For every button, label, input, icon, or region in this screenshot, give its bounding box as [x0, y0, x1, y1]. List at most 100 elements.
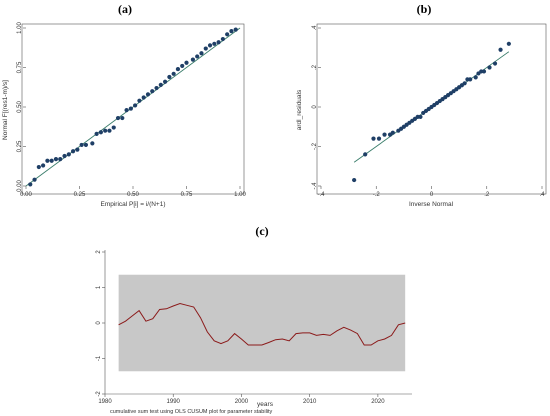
panel-a-xlabel: Empirical P[i] = i/(N+1) — [100, 201, 165, 208]
a-data-point — [154, 85, 159, 91]
a-x-tick-label: 0.75 — [181, 192, 193, 198]
a-data-point — [75, 147, 80, 152]
a-data-point — [190, 57, 196, 62]
a-data-point — [32, 177, 37, 182]
b-y-tick-label: .4 — [312, 25, 318, 31]
c-x-tick-label: 1980 — [98, 399, 112, 405]
a-y-tick-label: 1.00 — [17, 22, 23, 34]
panel-c-cusum-plot: (c) -2 -1 0 1 2 1980 1990 2000 2010 2020 years c… — [96, 224, 412, 415]
panel-b-xlabel: Inverse Normal — [409, 201, 454, 208]
b-y-tick-label: 0 — [312, 105, 318, 109]
c-y-tick-label: 0 — [96, 321, 102, 325]
panel-c-caption: cumulative sum test using OLS CUSUM plot… — [110, 409, 273, 415]
a-data-point — [220, 36, 225, 42]
a-data-point — [120, 115, 125, 121]
a-data-point — [216, 40, 221, 45]
a-data-point — [184, 60, 189, 65]
a-data-point — [167, 74, 172, 80]
a-x-tick-label: 0.00 — [20, 192, 32, 198]
c-x-tick-label: 2010 — [303, 399, 317, 405]
b-data-point — [468, 77, 473, 82]
b-data-point — [390, 130, 395, 135]
a-data-point — [107, 128, 112, 133]
a-data-point — [175, 66, 181, 72]
a-data-point — [28, 182, 33, 187]
a-data-point — [158, 82, 163, 87]
b-data-point — [418, 114, 423, 119]
a-x-tick-label: 0.25 — [74, 192, 86, 198]
a-data-point — [133, 103, 138, 108]
a-data-point — [203, 46, 208, 51]
a-x-tick-label: 1.00 — [234, 192, 246, 198]
panel-c-cusum-line — [118, 302, 406, 346]
a-data-point — [171, 71, 176, 76]
b-x-tick-label: .4 — [539, 192, 545, 198]
a-x-tick-label: 0.50 — [127, 192, 139, 198]
a-data-point — [137, 98, 142, 103]
a-data-point — [150, 89, 155, 94]
a-data-point — [180, 63, 185, 69]
b-data-point — [473, 75, 478, 80]
a-y-tick-label: 0.75 — [17, 61, 23, 73]
a-data-point — [53, 157, 59, 162]
b-data-point — [376, 136, 382, 141]
a-data-point — [41, 163, 46, 168]
c-y-tick-label: 1 — [96, 285, 102, 289]
a-data-point — [128, 106, 133, 111]
c-x-tick-label: 2000 — [235, 399, 249, 405]
a-data-point — [111, 125, 116, 130]
panel-a-reference-line — [25, 27, 241, 187]
panel-c-xlabel: years — [257, 401, 274, 408]
panel-c-label: (c) — [255, 224, 268, 238]
b-x-tick-label: -.4 — [317, 192, 325, 198]
panel-c-confidence-band — [118, 274, 406, 372]
c-y-tick-label: 2 — [96, 250, 102, 254]
a-data-point — [79, 142, 84, 148]
b-x-tick-label: -.2 — [373, 192, 381, 198]
b-data-point — [492, 61, 498, 66]
a-data-point — [90, 141, 95, 146]
a-data-point — [233, 27, 238, 32]
a-data-point — [45, 158, 50, 163]
c-y-tick-label: -1 — [96, 355, 102, 361]
a-data-point — [225, 32, 230, 37]
panel-a-qq-plot: (a) 0.00 0.25 0.50 0.75 1.00 0.00 0.25 0.50 0.7… — [2, 2, 246, 208]
a-data-point — [103, 128, 108, 133]
b-data-point — [498, 47, 503, 52]
a-y-tick-label: 0.50 — [17, 101, 23, 113]
b-data-point — [371, 136, 376, 141]
a-data-point — [199, 51, 204, 56]
a-data-point — [83, 142, 89, 148]
b-y-tick-label: -.4 — [312, 182, 318, 190]
b-x-tick-label: .2 — [484, 192, 490, 198]
a-data-point — [70, 149, 76, 154]
a-data-point — [98, 130, 103, 135]
c-x-tick-label: 1990 — [167, 399, 181, 405]
a-data-point — [212, 41, 217, 46]
c-x-tick-label: 2020 — [371, 399, 385, 405]
b-x-tick-label: 0 — [430, 192, 434, 198]
b-data-point — [487, 65, 492, 70]
a-y-tick-label: 0.00 — [17, 180, 23, 192]
b-data-point — [363, 152, 368, 157]
a-data-point — [207, 43, 213, 48]
a-data-point — [141, 95, 146, 100]
panel-b-label: (b) — [417, 2, 432, 16]
panel-a-frame — [21, 23, 245, 195]
b-data-point — [462, 81, 467, 86]
a-data-point — [115, 115, 121, 121]
a-data-point — [66, 152, 71, 157]
a-y-tick-label: 0.25 — [17, 140, 23, 152]
a-data-point — [145, 92, 151, 97]
a-data-point — [195, 54, 200, 59]
a-data-point — [229, 29, 234, 34]
b-data-point — [352, 177, 357, 183]
b-data-point — [382, 132, 387, 137]
c-y-tick-label: -2 — [96, 391, 102, 397]
a-data-point — [124, 108, 129, 113]
a-data-point — [36, 164, 41, 170]
a-data-point — [94, 131, 99, 136]
panel-b-residual-plot: (b) -.4 -.2 0 .2 .4 -.4 -.2 0 .2 .4 Inverse Norm… — [296, 2, 547, 208]
b-y-tick-label: -.2 — [312, 142, 318, 150]
